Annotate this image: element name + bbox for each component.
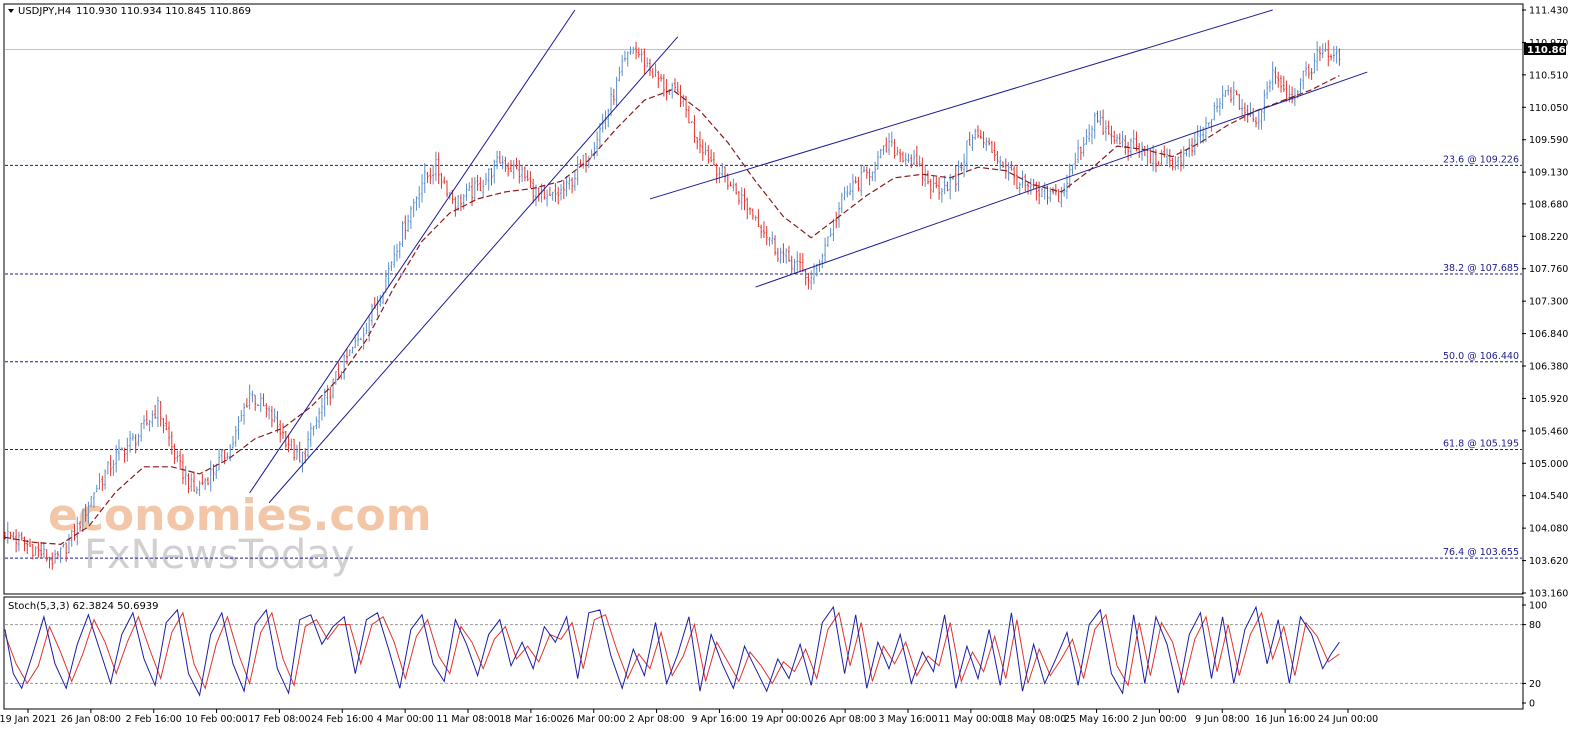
price-axis[interactable]: 111.430110.970110.510110.050109.590109.1…	[1522, 6, 1568, 600]
time-tick-label: 16 Jun 16:00	[1255, 714, 1315, 725]
time-tick-label: 11 Mar 08:00	[436, 714, 499, 725]
price-tick-label: 105.000	[1529, 459, 1568, 470]
price-tick-label: 109.130	[1529, 168, 1568, 179]
trend-channels	[249, 9, 1368, 504]
time-tick-label: 17 Feb 08:00	[248, 714, 310, 725]
time-tick-label: 2 Apr 08:00	[629, 714, 685, 725]
watermark-bottom: FxNewsToday	[84, 532, 354, 578]
fib-level-label: 61.8 @ 105.195	[1443, 439, 1519, 450]
time-tick-label: 9 Apr 16:00	[691, 714, 747, 725]
time-tick-label: 11 May 00:00	[938, 714, 1003, 725]
watermark-top: economies.com	[48, 490, 432, 541]
time-tick-label: 25 May 16:00	[1064, 714, 1129, 725]
ma-line	[4, 75, 1340, 546]
chart-header: USDJPY,H4 110.930 110.934 110.845 110.86…	[8, 6, 251, 17]
time-tick-label: 19 Apr 00:00	[751, 714, 813, 725]
channel-line	[249, 9, 576, 494]
price-tick-label: 107.760	[1529, 264, 1568, 275]
collapse-triangle-icon[interactable]	[8, 9, 14, 13]
stochastic-oscillator: 100 80 20 0	[4, 601, 1547, 710]
price-tick-label: 106.380	[1529, 362, 1568, 373]
candlestick-series	[4, 40, 1341, 570]
stoch-panel-frame[interactable]	[3, 596, 1524, 710]
time-axis[interactable]: 19 Jan 2021 26 Jan 08:00 2 Feb 16:00 10 Feb…	[0, 709, 1378, 725]
moving-average	[4, 75, 1340, 546]
price-tick-label: 104.540	[1529, 491, 1568, 502]
price-tick-label: 110.510	[1529, 70, 1568, 81]
channel-line	[755, 71, 1368, 288]
current-price-tag: 110.869	[1524, 43, 1573, 56]
time-tick-label: 18 Mar 16:00	[499, 714, 562, 725]
stoch-signal-line	[4, 611, 1340, 690]
time-tick-label: 26 Jan 08:00	[61, 714, 121, 725]
fib-level-label: 38.2 @ 107.685	[1443, 263, 1519, 274]
ohlc-values: 110.930 110.934 110.845 110.869	[76, 6, 251, 17]
fib-level-label: 23.6 @ 109.226	[1443, 154, 1519, 165]
price-tick-label: 108.220	[1529, 232, 1568, 243]
price-tick-label: 103.160	[1529, 589, 1568, 600]
price-tick-label: 108.680	[1529, 199, 1568, 210]
current-price-box	[1524, 43, 1566, 55]
time-tick-label: 3 May 16:00	[878, 714, 937, 725]
time-tick-label: 19 Jan 2021	[0, 714, 56, 725]
price-tick-label: 109.590	[1529, 135, 1568, 146]
time-tick-label: 9 Jun 08:00	[1195, 714, 1249, 725]
time-tick-label: 24 Feb 16:00	[311, 714, 373, 725]
price-tick-label: 111.430	[1529, 6, 1568, 17]
stoch-tick-label: 0	[1529, 699, 1535, 710]
time-tick-label: 4 Mar 00:00	[376, 714, 433, 725]
price-tick-label: 103.620	[1529, 556, 1568, 567]
watermark: economies.com FxNewsToday	[48, 490, 432, 578]
channel-line	[268, 36, 679, 504]
time-tick-label: 18 May 08:00	[1001, 714, 1066, 725]
price-tick-label: 106.840	[1529, 329, 1568, 340]
time-tick-label: 10 Feb 00:00	[185, 714, 247, 725]
symbol-label: USDJPY,H4	[18, 6, 71, 17]
time-tick-label: 26 Mar 00:00	[562, 714, 625, 725]
price-tick-label: 105.460	[1529, 426, 1568, 437]
time-tick-label: 2 Feb 16:00	[126, 714, 182, 725]
price-tick-label: 105.920	[1529, 394, 1568, 405]
fib-level-label: 76.4 @ 103.655	[1443, 547, 1519, 558]
time-tick-label: 2 Jun 00:00	[1132, 714, 1186, 725]
stoch-main-line	[4, 605, 1340, 697]
current-price-value: 110.869	[1527, 45, 1573, 56]
time-tick-label: 26 Apr 08:00	[814, 714, 876, 725]
stoch-tick-label: 20	[1529, 679, 1541, 690]
time-tick-label: 24 Jun 00:00	[1318, 714, 1378, 725]
fib-level-label: 50.0 @ 106.440	[1443, 351, 1519, 362]
stoch-header: Stoch(5,3,3) 62.3824 50.6939	[8, 601, 159, 612]
price-tick-label: 107.300	[1529, 297, 1568, 308]
price-tick-label: 104.080	[1529, 524, 1568, 535]
stoch-tick-label: 80	[1529, 620, 1541, 631]
price-tick-label: 110.050	[1529, 103, 1568, 114]
channel-line	[649, 9, 1273, 200]
fibonacci-levels: 23.6 @ 109.226 38.2 @ 107.685 50.0 @ 106.4…	[5, 154, 1522, 559]
stoch-tick-label: 100	[1529, 601, 1547, 612]
main-chart-frame[interactable]	[3, 3, 1524, 595]
